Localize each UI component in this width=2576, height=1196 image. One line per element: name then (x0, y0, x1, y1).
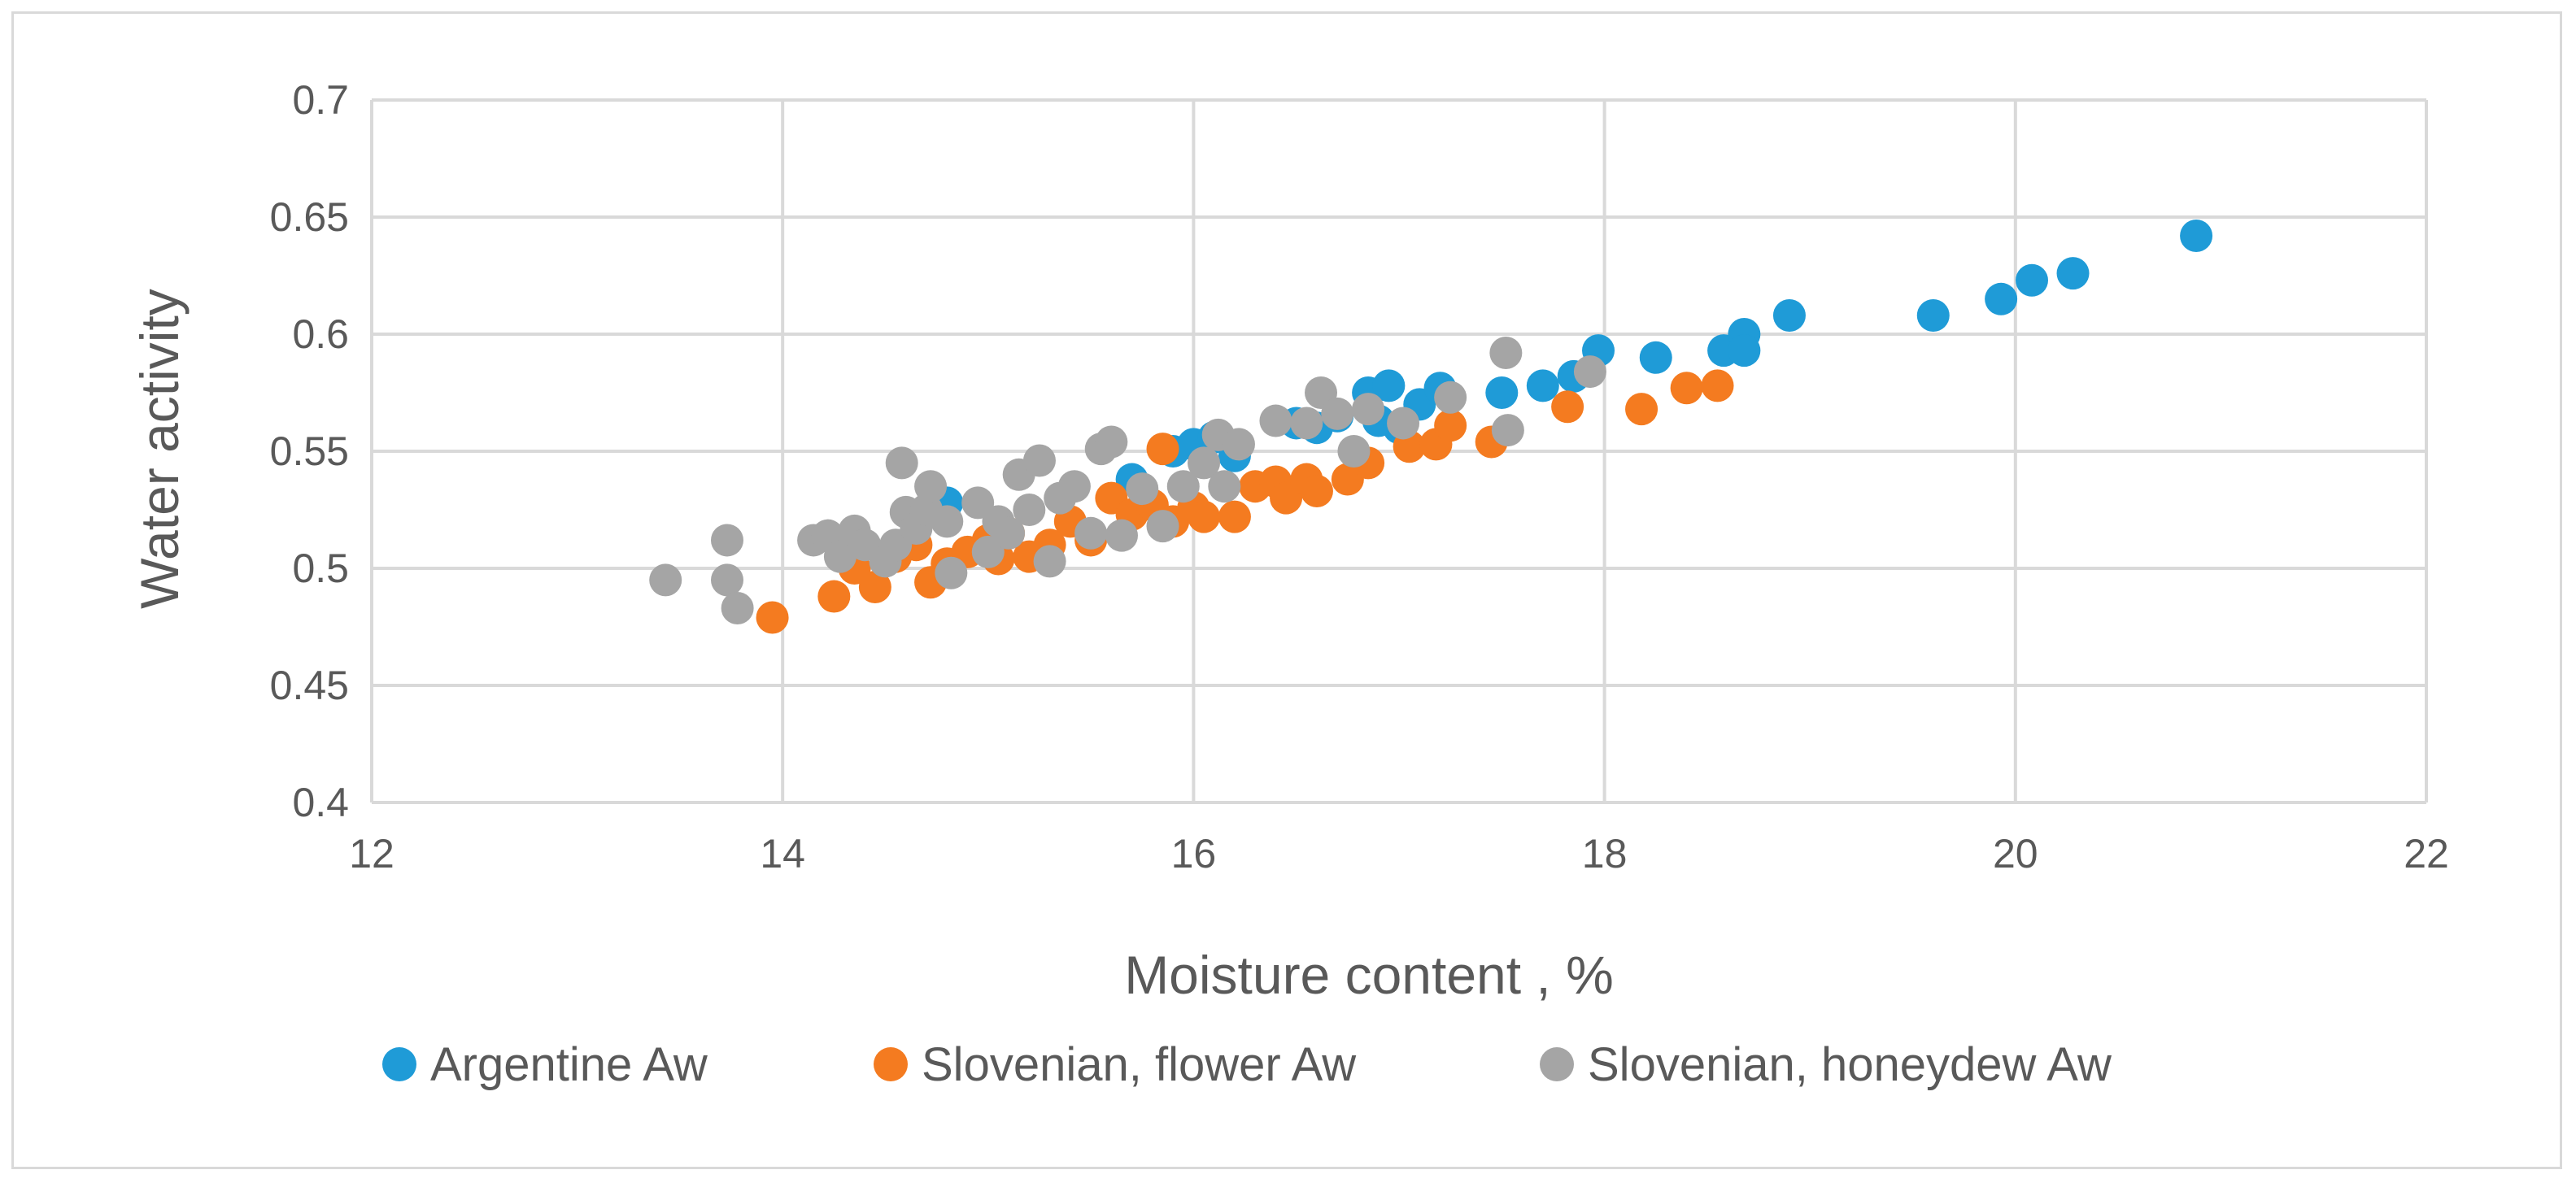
data-point (1352, 393, 1385, 426)
data-point (1033, 545, 1066, 578)
legend-entry: Slovenian, honeydew Aw (1540, 1038, 2112, 1091)
legend: Argentine Aw Slovenian, flower Aw Slovenia… (382, 1038, 2112, 1091)
data-point (1372, 369, 1406, 402)
data-points (649, 220, 2213, 634)
legend-marker (1540, 1047, 1574, 1081)
chart-frame: 12 14 16 18 20 22 0.4 0.45 0.5 0.55 0.6 0.65 0.7 Mo… (11, 11, 2562, 1169)
x-tick-label: 20 (1993, 831, 2038, 876)
data-point (935, 556, 968, 589)
legend-entry: Argentine Aw (382, 1038, 708, 1091)
data-point (1701, 369, 1734, 402)
series-3 (649, 337, 1606, 624)
data-point (1022, 444, 1056, 477)
x-tick-label: 14 (760, 831, 805, 876)
data-point (1916, 298, 1950, 332)
data-point (858, 571, 891, 604)
data-point (1434, 409, 1467, 442)
data-point (2180, 220, 2213, 253)
data-point (1300, 474, 1333, 507)
data-point (1772, 298, 1806, 332)
legend-label: Argentine Aw (430, 1038, 708, 1091)
data-point (1551, 390, 1584, 424)
x-axis-title: Moisture content , % (1124, 945, 1614, 1005)
y-tick-label: 0.45 (270, 663, 349, 708)
scatter-chart: 12 14 16 18 20 22 0.4 0.45 0.5 0.55 0.6 0.65 0.7 Mo… (129, 77, 2449, 1091)
data-point (961, 486, 995, 520)
data-point (649, 563, 682, 597)
data-point (2016, 263, 2049, 297)
data-point (1639, 341, 1672, 374)
data-point (885, 446, 918, 480)
data-point (1270, 481, 1303, 515)
data-point (817, 580, 851, 613)
data-point (1105, 519, 1138, 552)
data-point (823, 540, 856, 573)
data-point (971, 535, 1005, 568)
x-tick-label: 18 (1582, 831, 1628, 876)
data-point (1057, 470, 1091, 503)
data-point (710, 563, 743, 597)
data-point (1074, 516, 1108, 550)
series-1 (931, 220, 2213, 520)
x-tick-label: 22 (2404, 831, 2449, 876)
y-tick-label: 0.55 (270, 428, 349, 474)
data-point (710, 524, 743, 557)
data-point (1188, 446, 1221, 480)
y-tick-label: 0.7 (292, 77, 349, 123)
y-axis-title: Water activity (129, 289, 190, 609)
data-point (1126, 472, 1159, 506)
data-point (1526, 369, 1559, 402)
legend-entry: Slovenian, flower Aw (874, 1038, 1357, 1091)
data-point (1434, 381, 1467, 414)
data-point (721, 591, 754, 624)
data-point (1728, 334, 1761, 367)
data-point (1208, 470, 1241, 503)
data-point (914, 470, 948, 503)
data-point (1188, 500, 1221, 533)
data-point (1259, 404, 1292, 437)
data-point (1573, 355, 1606, 389)
x-tick-label: 12 (349, 831, 394, 876)
data-point (2056, 257, 2090, 290)
data-point (1489, 337, 1523, 370)
data-point (1222, 428, 1255, 461)
y-axis-ticks: 0.4 0.45 0.5 0.55 0.6 0.65 0.7 (270, 77, 349, 825)
x-tick-label: 16 (1171, 831, 1217, 876)
data-point (1218, 500, 1251, 533)
legend-label: Slovenian, flower Aw (922, 1038, 1357, 1091)
x-axis-ticks: 12 14 16 18 20 22 (349, 831, 2449, 876)
data-point (1013, 494, 1046, 526)
legend-marker (874, 1047, 908, 1081)
legend-marker (382, 1047, 416, 1081)
data-point (1985, 282, 2018, 315)
data-point (931, 505, 964, 538)
y-tick-label: 0.65 (270, 194, 349, 240)
data-point (1387, 407, 1420, 440)
data-point (1625, 393, 1658, 426)
data-point (1337, 435, 1371, 468)
data-point (756, 601, 789, 634)
legend-label: Slovenian, honeydew Aw (1588, 1038, 2112, 1091)
grid-lines (370, 98, 2428, 804)
y-tick-label: 0.6 (292, 311, 349, 357)
data-point (1146, 510, 1179, 543)
y-tick-label: 0.4 (292, 780, 349, 825)
data-point (992, 516, 1026, 550)
data-point (1146, 433, 1179, 466)
data-point (1485, 376, 1519, 409)
y-tick-label: 0.5 (292, 546, 349, 591)
data-point (1670, 372, 1703, 405)
data-point (1166, 470, 1200, 503)
data-point (1095, 425, 1128, 459)
data-point (1491, 414, 1524, 447)
data-point (1290, 407, 1323, 440)
data-point (1321, 397, 1354, 430)
